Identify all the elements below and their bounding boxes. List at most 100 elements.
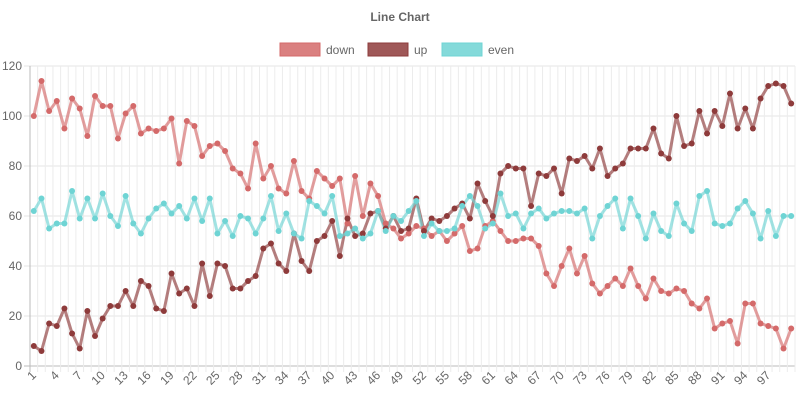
data-point-down[interactable] — [681, 288, 688, 294]
data-point-up[interactable] — [237, 285, 244, 292]
data-point-up[interactable] — [436, 218, 443, 224]
data-point-down[interactable] — [191, 123, 198, 129]
data-point-up[interactable] — [405, 225, 412, 232]
data-point-down[interactable] — [665, 290, 672, 297]
data-point-up[interactable] — [635, 145, 642, 152]
data-point-even[interactable] — [604, 203, 611, 209]
data-point-down[interactable] — [298, 188, 305, 194]
data-point-up[interactable] — [581, 153, 588, 159]
data-point-even[interactable] — [650, 210, 657, 217]
data-point-even[interactable] — [489, 220, 496, 227]
data-point-up[interactable] — [742, 105, 749, 112]
data-point-up[interactable] — [352, 233, 359, 239]
data-point-up[interactable] — [573, 158, 580, 164]
data-point-down[interactable] — [558, 263, 565, 269]
data-point-up[interactable] — [788, 100, 795, 107]
data-point-up[interactable] — [688, 140, 695, 147]
data-point-up[interactable] — [306, 268, 313, 274]
data-point-even[interactable] — [405, 208, 412, 214]
data-point-up[interactable] — [673, 113, 680, 119]
data-point-even[interactable] — [336, 233, 343, 239]
data-point-down[interactable] — [290, 158, 297, 164]
data-point-down[interactable] — [30, 113, 37, 119]
data-point-even[interactable] — [688, 228, 695, 234]
data-point-even[interactable] — [168, 210, 175, 217]
data-point-down[interactable] — [153, 128, 160, 134]
data-point-down[interactable] — [229, 165, 236, 172]
data-point-down[interactable] — [658, 288, 665, 294]
data-point-down[interactable] — [719, 320, 726, 327]
data-point-up[interactable] — [359, 230, 366, 237]
data-point-up[interactable] — [451, 205, 458, 212]
data-point-even[interactable] — [627, 195, 634, 202]
data-point-up[interactable] — [137, 278, 144, 284]
data-point-even[interactable] — [176, 203, 183, 209]
data-point-up[interactable] — [566, 155, 573, 162]
data-point-even[interactable] — [734, 205, 741, 212]
data-point-even[interactable] — [390, 213, 397, 219]
data-point-down[interactable] — [160, 125, 167, 132]
data-point-down[interactable] — [222, 148, 229, 154]
data-point-even[interactable] — [352, 225, 359, 232]
data-point-down[interactable] — [428, 233, 435, 239]
data-point-even[interactable] — [290, 230, 297, 237]
data-point-up[interactable] — [61, 305, 68, 312]
data-point-up[interactable] — [191, 303, 198, 309]
data-point-down[interactable] — [329, 183, 336, 189]
data-point-up[interactable] — [619, 160, 626, 167]
data-point-up[interactable] — [535, 170, 542, 177]
data-point-up[interactable] — [30, 343, 37, 349]
data-point-down[interactable] — [176, 160, 183, 167]
data-point-up[interactable] — [420, 228, 427, 234]
data-point-down[interactable] — [466, 248, 473, 254]
data-point-down[interactable] — [696, 305, 703, 312]
data-point-up[interactable] — [275, 260, 282, 267]
data-point-even[interactable] — [673, 200, 680, 207]
data-point-up[interactable] — [122, 288, 129, 294]
data-point-even[interactable] — [252, 230, 259, 237]
data-point-up[interactable] — [543, 173, 550, 179]
data-point-even[interactable] — [558, 208, 565, 214]
data-point-down[interactable] — [398, 235, 405, 242]
data-point-even[interactable] — [711, 220, 718, 227]
data-point-even[interactable] — [137, 230, 144, 237]
data-point-up[interactable] — [474, 180, 481, 187]
data-point-up[interactable] — [428, 215, 435, 222]
data-point-up[interactable] — [665, 155, 672, 162]
data-point-even[interactable] — [436, 228, 443, 234]
data-point-down[interactable] — [405, 230, 412, 237]
data-point-even[interactable] — [642, 235, 649, 242]
data-point-down[interactable] — [443, 238, 450, 244]
data-point-up[interactable] — [283, 268, 290, 274]
data-point-up[interactable] — [757, 95, 764, 102]
data-point-down[interactable] — [275, 185, 282, 192]
data-point-up[interactable] — [160, 308, 167, 314]
data-point-down[interactable] — [352, 173, 359, 179]
data-point-up[interactable] — [329, 218, 336, 224]
data-point-up[interactable] — [512, 165, 519, 172]
data-point-even[interactable] — [245, 215, 252, 222]
data-point-even[interactable] — [459, 203, 466, 209]
data-point-even[interactable] — [107, 213, 114, 219]
data-point-down[interactable] — [69, 95, 76, 102]
data-point-down[interactable] — [168, 115, 175, 122]
data-point-up[interactable] — [321, 233, 328, 239]
data-point-up[interactable] — [229, 285, 236, 292]
data-point-up[interactable] — [489, 213, 496, 219]
data-point-down[interactable] — [61, 125, 68, 132]
data-point-up[interactable] — [528, 203, 535, 209]
data-point-even[interactable] — [512, 210, 519, 217]
data-point-even[interactable] — [726, 220, 733, 227]
data-point-even[interactable] — [535, 205, 542, 212]
data-point-up[interactable] — [252, 273, 259, 279]
data-point-down[interactable] — [237, 170, 244, 177]
data-point-up[interactable] — [520, 165, 527, 172]
data-point-down[interactable] — [520, 235, 527, 242]
data-point-even[interactable] — [612, 195, 619, 202]
data-point-even[interactable] — [658, 228, 665, 234]
data-point-even[interactable] — [53, 220, 60, 227]
data-point-down[interactable] — [451, 230, 458, 237]
data-point-down[interactable] — [512, 238, 519, 244]
data-point-even[interactable] — [704, 188, 711, 194]
data-point-even[interactable] — [222, 218, 229, 224]
